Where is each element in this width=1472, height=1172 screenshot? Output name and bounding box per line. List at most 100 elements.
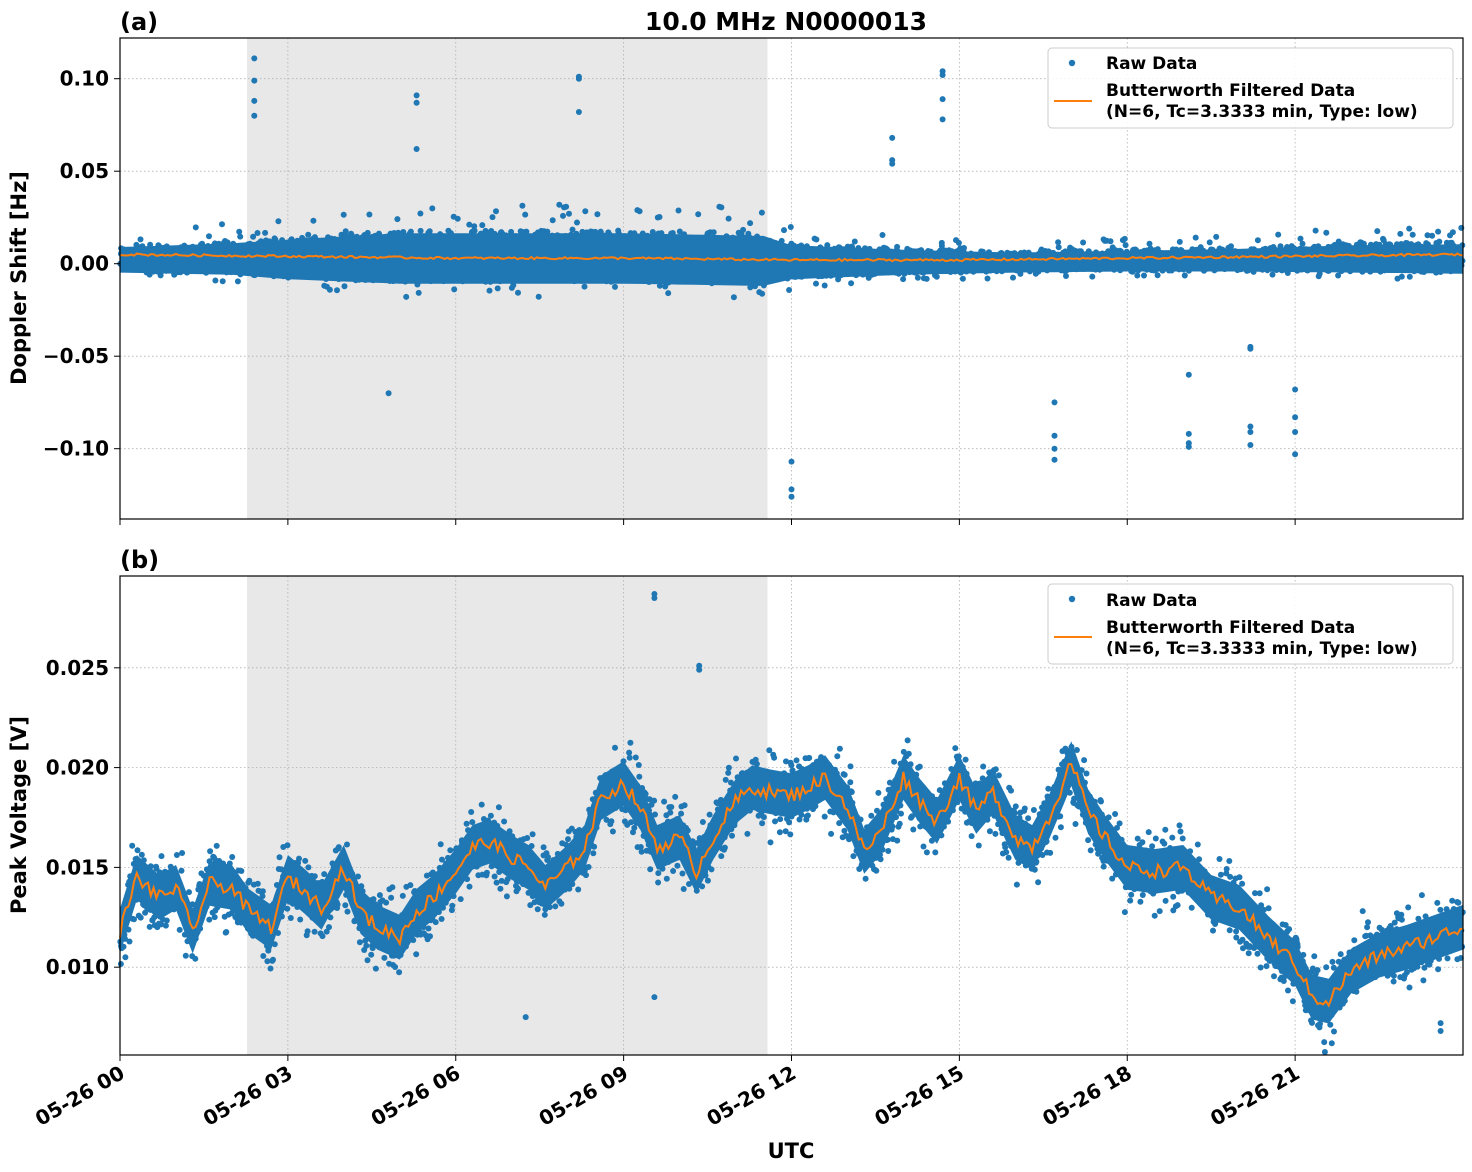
raw-data-point	[813, 236, 820, 243]
raw-data-point	[1089, 273, 1096, 280]
panel-a-legend-filtered-params: (N=6, Tc=3.3333 min, Type: low)	[1106, 102, 1418, 122]
raw-data-point	[636, 208, 643, 215]
raw-data-point	[1206, 239, 1213, 246]
raw-data-outlier	[1051, 432, 1058, 439]
raw-data-point	[638, 848, 645, 855]
raw-data-point	[1264, 886, 1271, 893]
raw-data-outlier	[1051, 399, 1058, 406]
raw-data-outlier	[413, 92, 420, 99]
raw-data-point	[364, 957, 371, 964]
raw-data-point	[535, 293, 542, 300]
raw-data-point	[1109, 875, 1116, 882]
raw-data-point	[1047, 849, 1054, 856]
raw-data-point	[627, 739, 634, 746]
raw-data-point	[219, 278, 226, 285]
raw-data-point	[850, 853, 857, 860]
raw-data-point	[264, 958, 271, 965]
raw-data-point	[425, 925, 432, 932]
raw-data-point	[868, 812, 875, 819]
raw-data-point	[1192, 234, 1199, 241]
raw-data-point	[305, 864, 312, 871]
raw-data-point	[834, 753, 841, 760]
raw-data-point	[1223, 866, 1230, 872]
raw-data-point	[986, 828, 993, 835]
raw-data-point	[429, 205, 436, 212]
y-tick-label: −0.05	[43, 344, 109, 368]
raw-data-point	[276, 854, 283, 861]
raw-data-point	[992, 766, 999, 773]
raw-data-point	[718, 204, 725, 211]
raw-data-point	[1081, 757, 1088, 764]
raw-data-point	[1134, 272, 1141, 279]
raw-data-point	[663, 875, 670, 882]
raw-data-point	[287, 915, 294, 921]
raw-data-point	[134, 847, 141, 854]
raw-data-point	[262, 229, 269, 236]
raw-data-point	[207, 848, 214, 855]
raw-data-point	[1289, 998, 1296, 1005]
raw-data-point	[1217, 871, 1224, 878]
raw-data-point	[471, 227, 478, 234]
raw-data-point	[725, 769, 732, 776]
raw-data-outlier	[575, 109, 582, 115]
raw-data-point	[1316, 270, 1323, 277]
raw-data-outlier	[788, 493, 795, 500]
raw-data-point	[366, 211, 373, 218]
raw-data-point	[582, 208, 589, 215]
raw-data-point	[335, 844, 342, 851]
raw-data-point	[478, 801, 485, 808]
raw-data-point	[466, 883, 473, 890]
raw-data-point	[569, 226, 576, 233]
raw-data-point	[305, 231, 312, 238]
raw-data-point	[310, 217, 317, 224]
raw-data-point	[680, 886, 687, 892]
raw-data-point	[628, 819, 634, 826]
raw-data-point	[427, 933, 433, 940]
raw-data-point	[1398, 273, 1405, 280]
raw-data-point	[558, 900, 565, 907]
raw-data-point	[1013, 881, 1020, 888]
raw-data-point	[497, 885, 504, 892]
panel-a-legend-box	[1047, 47, 1454, 129]
panel-a-x-ticks	[119, 519, 1296, 525]
raw-data-point	[1002, 844, 1009, 851]
raw-data-outlier	[939, 72, 946, 78]
raw-data-point	[583, 872, 589, 879]
raw-data-point	[342, 902, 349, 909]
raw-data-point	[173, 852, 180, 858]
raw-data-point	[695, 211, 702, 218]
raw-data-point	[238, 868, 245, 874]
raw-data-point	[486, 287, 493, 294]
raw-data-outlier	[1292, 429, 1299, 435]
raw-data-point	[182, 952, 189, 959]
filtered-data-line	[119, 252, 1464, 263]
raw-data-point	[1145, 829, 1152, 836]
raw-data-point	[665, 290, 672, 297]
raw-data-outlier	[575, 75, 582, 82]
raw-data-point	[265, 947, 272, 954]
raw-data-point	[117, 961, 124, 967]
raw-data-point	[162, 922, 169, 929]
raw-data-point	[501, 818, 508, 825]
raw-data-point	[904, 737, 911, 744]
raw-data-point	[766, 747, 773, 754]
raw-data-point	[1245, 950, 1252, 957]
raw-data-point	[438, 916, 445, 922]
raw-data-point	[212, 277, 219, 284]
raw-data-point	[862, 875, 869, 882]
raw-data-point	[415, 289, 422, 296]
raw-data-point	[176, 926, 183, 933]
raw-data-point	[259, 888, 266, 895]
raw-data-point	[1188, 904, 1195, 911]
raw-data-point	[447, 847, 454, 854]
raw-data-point	[529, 831, 536, 838]
raw-data-point	[1063, 273, 1069, 279]
raw-data-point	[522, 211, 529, 218]
raw-data-point	[246, 877, 253, 884]
raw-data-point	[631, 824, 638, 831]
raw-data-point	[1233, 934, 1240, 941]
raw-data-point	[158, 921, 165, 928]
raw-data-point	[1122, 242, 1129, 249]
raw-data-point	[626, 754, 633, 761]
